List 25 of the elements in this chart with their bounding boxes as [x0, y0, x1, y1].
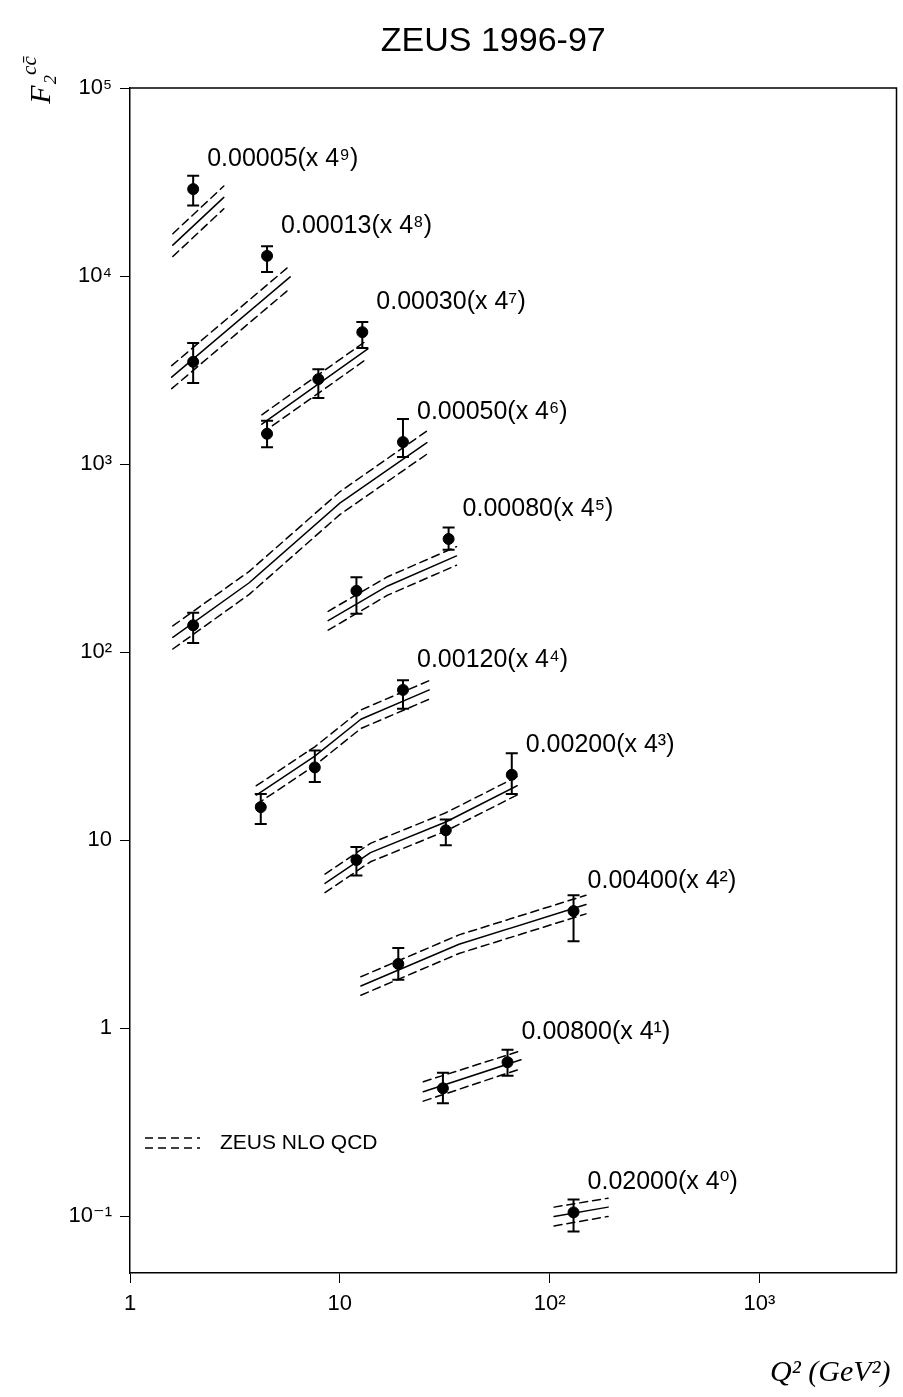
- series-label: 0.00013(x 4⁸): [281, 209, 432, 238]
- series-label: 0.00400(x 4²): [587, 865, 737, 893]
- y-tick-label: 1: [99, 1014, 112, 1040]
- series-label: 0.00005(x 4⁹): [207, 142, 359, 171]
- x-tick-label: 10²: [533, 1290, 566, 1316]
- legend-label: ZEUS NLO QCD: [220, 1129, 378, 1153]
- x-tick-label: 1: [123, 1290, 137, 1316]
- series-label: 0.00800(x 4¹): [521, 1016, 671, 1045]
- y-tick-label: 10⁻¹: [68, 1202, 112, 1228]
- x-tick-label: 10: [327, 1290, 353, 1316]
- series-label: 0.00080(x 4⁵): [462, 492, 614, 521]
- series-label: 0.00120(x 4⁴): [416, 643, 569, 672]
- chart-title: ZEUS 1996-97: [380, 20, 606, 59]
- x-tick-label: 10³: [743, 1290, 776, 1316]
- y-tick-label: 10⁵: [78, 74, 112, 100]
- series-label: 0.00030(x 4⁷): [376, 286, 526, 315]
- x-axis-title: Q² (GeV²): [770, 1353, 891, 1388]
- y-tick-label: 10²: [80, 638, 112, 664]
- y-axis-title: F₂cc̄: [16, 55, 56, 105]
- series-label: 0.00200(x 4³): [525, 728, 675, 757]
- series-label: 0.02000(x 4⁰): [587, 1166, 738, 1195]
- y-tick-label: 10: [87, 826, 112, 852]
- series-label: 0.00050(x 4⁶): [416, 395, 568, 424]
- y-tick-label: 10⁴: [78, 262, 112, 288]
- y-tick-label: 10³: [80, 450, 112, 476]
